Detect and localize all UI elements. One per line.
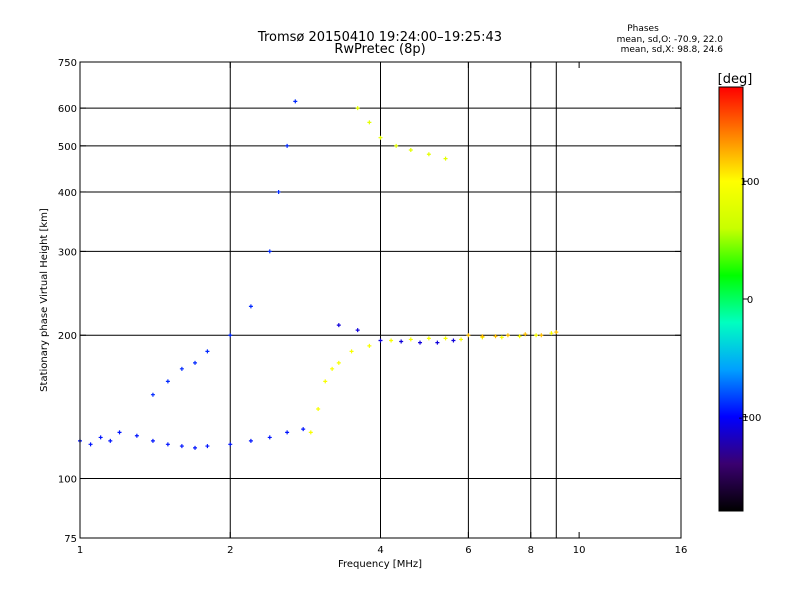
data-point — [88, 442, 93, 447]
y-tick-label: 500 — [58, 142, 77, 153]
data-point — [459, 337, 464, 342]
colorbar-tick-label: -100 — [739, 413, 762, 424]
data-point — [523, 332, 528, 337]
data-point — [399, 339, 404, 344]
data-point — [394, 143, 399, 148]
data-points — [78, 99, 559, 450]
colorbar-tick-label: 0 — [747, 295, 753, 306]
data-point — [534, 333, 539, 338]
stats-heading: Phases — [627, 24, 659, 34]
data-point — [293, 99, 298, 104]
data-point — [505, 333, 510, 338]
data-point — [108, 438, 113, 443]
data-point — [435, 340, 440, 345]
data-point — [554, 330, 559, 335]
data-point — [285, 430, 290, 435]
x-tick-label: 2 — [227, 545, 233, 556]
colorbar — [718, 86, 744, 512]
colorbar-ticks: 100 0 -100 — [739, 177, 762, 424]
data-point — [336, 323, 341, 328]
x-tick-label: 6 — [465, 545, 471, 556]
data-point — [179, 366, 184, 371]
y-tick-label: 300 — [58, 247, 77, 258]
data-point — [205, 349, 210, 354]
y-tick-label: 200 — [58, 331, 77, 342]
x-tick-label: 8 — [528, 545, 534, 556]
data-point — [466, 333, 471, 338]
data-point — [517, 334, 522, 339]
data-point — [389, 338, 394, 343]
data-point — [316, 406, 321, 411]
chart-subtitle: RwPretec (8p) — [334, 42, 425, 57]
data-point — [539, 333, 544, 338]
x-axis-label: Frequency [MHz] — [338, 559, 422, 570]
data-point — [248, 304, 253, 309]
data-point — [418, 340, 423, 345]
x-tick-label: 10 — [573, 545, 586, 556]
y-tick-label: 75 — [64, 534, 77, 545]
stats-line-o: mean, sd,O: -70.9, 22.0 — [617, 35, 724, 45]
data-point — [150, 438, 155, 443]
data-point — [367, 343, 372, 348]
colorbar-tick-label: 100 — [740, 177, 759, 188]
data-point — [165, 379, 170, 384]
data-point — [451, 338, 456, 343]
data-point — [367, 120, 372, 125]
y-axis-label: Stationary phase Virtual Height [km] — [39, 208, 50, 392]
stats-line-x: mean, sd,X: 98.8, 24.6 — [621, 45, 724, 55]
x-tick-label: 1 — [77, 545, 83, 556]
data-point — [336, 360, 341, 365]
y-tick-label: 400 — [58, 188, 77, 199]
data-point — [193, 445, 198, 450]
data-point — [499, 335, 504, 340]
x-ticks: 1 2 4 6 8 10 16 — [77, 62, 688, 556]
data-point — [408, 337, 413, 342]
data-point — [378, 135, 383, 140]
data-point — [205, 444, 210, 449]
data-point — [301, 427, 306, 432]
data-point — [117, 430, 122, 435]
data-point — [134, 433, 139, 438]
data-point — [426, 152, 431, 157]
data-point — [165, 442, 170, 447]
data-point — [98, 435, 103, 440]
data-point — [179, 444, 184, 449]
data-point — [480, 334, 485, 339]
data-point — [193, 360, 198, 365]
data-point — [408, 147, 413, 152]
chart-title: Tromsø 20150410 19:24:00–19:25:43 — [257, 30, 502, 45]
data-point — [549, 331, 554, 336]
data-point — [323, 379, 328, 384]
y-tick-label: 100 — [58, 475, 77, 486]
data-point — [248, 438, 253, 443]
data-point — [330, 366, 335, 371]
y-tick-label: 750 — [58, 58, 77, 69]
data-point — [349, 349, 354, 354]
data-point — [378, 338, 383, 343]
y-tick-label: 600 — [58, 104, 77, 115]
colorbar-label: [deg] — [718, 72, 753, 87]
data-point — [443, 336, 448, 341]
x-tick-label: 16 — [675, 545, 688, 556]
data-point — [285, 143, 290, 148]
y-ticks: 75 100 200 300 400 500 600 750 — [58, 58, 681, 545]
data-point — [443, 156, 448, 161]
data-point — [426, 336, 431, 341]
grid-lines — [80, 62, 681, 538]
data-point — [150, 392, 155, 397]
data-point — [355, 328, 360, 333]
data-point — [267, 435, 272, 440]
data-point — [355, 106, 360, 111]
data-point — [228, 333, 233, 338]
data-point — [267, 249, 272, 254]
data-point — [493, 334, 498, 339]
data-point — [276, 189, 281, 194]
data-point — [228, 442, 233, 447]
x-tick-label: 4 — [377, 545, 383, 556]
data-point — [308, 430, 313, 435]
